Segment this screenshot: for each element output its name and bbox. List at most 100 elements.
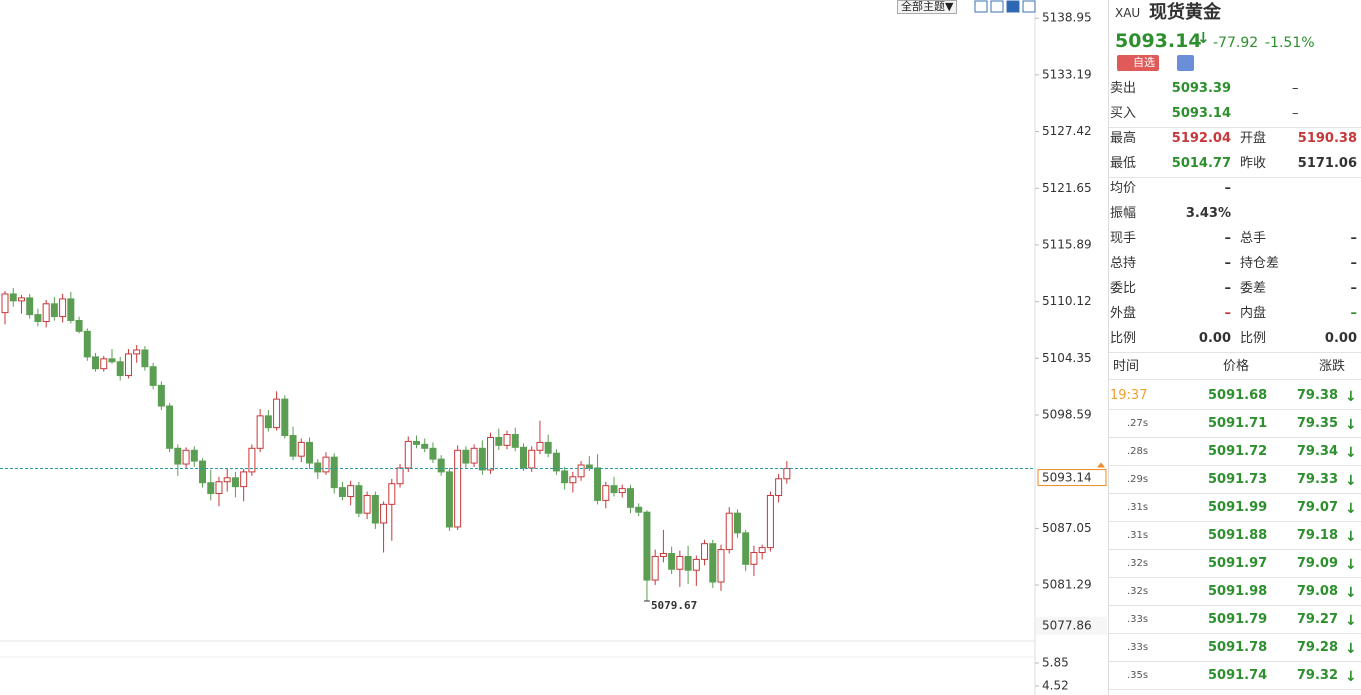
field-value: 5093.14 xyxy=(1171,106,1231,121)
separator xyxy=(1109,177,1361,178)
trade-price: 5091.97 xyxy=(1208,556,1268,571)
trade-price: 5091.79 xyxy=(1208,612,1268,627)
candle-body xyxy=(651,555,659,581)
theme-button[interactable]: 全部主题▼ xyxy=(897,0,958,14)
candle-body xyxy=(149,366,157,386)
alert-button[interactable] xyxy=(1177,55,1194,71)
trade-time: .32s xyxy=(1127,558,1149,569)
current-price-arrow xyxy=(1097,462,1105,468)
last-price: 5093.14 xyxy=(1115,30,1202,52)
down-arrow-icon: ↓ xyxy=(1345,585,1357,601)
field-label: 比例 xyxy=(1240,331,1267,346)
candle-body xyxy=(306,441,314,464)
candle-body xyxy=(602,485,610,501)
candle-body xyxy=(536,441,544,451)
candle-body xyxy=(108,358,116,363)
separator xyxy=(1109,633,1361,634)
current-price-box xyxy=(1037,469,1107,487)
separator xyxy=(1109,127,1361,128)
candle-body xyxy=(470,447,478,464)
separator xyxy=(1109,409,1361,410)
candle-body xyxy=(92,356,100,370)
candle-body xyxy=(322,456,330,473)
candle-body xyxy=(371,494,379,524)
change: -77.92 xyxy=(1213,35,1259,51)
field-value: 0.00 xyxy=(1198,331,1231,346)
y-tick-label: 5081.29 xyxy=(1042,578,1092,592)
watch-button[interactable]: 自选 xyxy=(1117,55,1159,71)
separator xyxy=(1109,605,1361,606)
trade-price: 5091.68 xyxy=(1208,388,1268,403)
column-header: 涨跌 xyxy=(1319,359,1346,374)
marker-label: 5077.86 xyxy=(1042,618,1092,632)
candle-body xyxy=(454,449,462,528)
field-value: 5014.77 xyxy=(1171,156,1231,171)
field-value: 0.00 xyxy=(1324,331,1357,346)
candle-body xyxy=(42,303,50,322)
candle-body xyxy=(643,511,651,581)
separator xyxy=(1109,379,1361,380)
y-tick-label: 5127.42 xyxy=(1042,124,1092,138)
field-value: – xyxy=(1350,231,1358,246)
y-tick-label: 5121.65 xyxy=(1042,181,1092,195)
candle-body xyxy=(659,553,667,557)
separator xyxy=(1109,437,1361,438)
candle-body xyxy=(182,449,190,465)
candle-body xyxy=(215,481,223,495)
y-tick-label: 5138.95 xyxy=(1042,11,1092,25)
candle-body xyxy=(618,488,626,494)
trade-change: 79.35 xyxy=(1296,416,1338,431)
candle-body xyxy=(775,478,783,496)
candle-body xyxy=(141,349,149,368)
separator xyxy=(1109,549,1361,550)
candle-body xyxy=(626,488,634,508)
trade-price: 5091.88 xyxy=(1208,528,1268,543)
trade-change: 79.28 xyxy=(1296,640,1338,655)
candle-body xyxy=(511,434,519,448)
symbol: XAU xyxy=(1115,6,1141,20)
y-tick-label: 5110.12 xyxy=(1042,294,1092,308)
field-label: 最低 xyxy=(1110,156,1137,171)
separator xyxy=(1109,493,1361,494)
trade-price: 5091.78 xyxy=(1208,640,1268,655)
candle-body xyxy=(363,494,371,514)
candle-body xyxy=(174,447,182,465)
down-arrow-icon: ↓ xyxy=(1345,669,1357,685)
candle-body xyxy=(75,320,83,332)
candle-body xyxy=(67,298,75,321)
toolbar-icons[interactable] xyxy=(974,0,1036,13)
field-value: 5190.38 xyxy=(1297,131,1357,146)
separator xyxy=(1109,661,1361,662)
candle-body xyxy=(124,353,132,377)
trade-price: 5091.73 xyxy=(1208,472,1268,487)
candle-body xyxy=(190,449,198,462)
down-arrow-icon: ↓ xyxy=(1345,529,1357,545)
candle-body xyxy=(487,436,495,471)
field-label: 外盘 xyxy=(1110,306,1137,321)
candle-body xyxy=(594,467,602,501)
candle-body xyxy=(552,452,560,472)
trade-change: 79.07 xyxy=(1296,500,1338,515)
candle-body xyxy=(421,443,429,449)
y-tick-label: 5115.89 xyxy=(1042,237,1092,251)
candle-body xyxy=(26,297,34,316)
candle-body xyxy=(281,398,289,437)
candle-body xyxy=(561,470,569,484)
candle-body xyxy=(717,549,725,583)
down-arrow-icon: ↓ xyxy=(1345,641,1357,657)
y-tick-label: 5098.59 xyxy=(1042,407,1092,421)
candle-body xyxy=(544,441,552,454)
field-value: – xyxy=(1224,181,1232,196)
candle-body xyxy=(733,512,741,534)
candle-body xyxy=(273,398,281,429)
trade-price: 5091.72 xyxy=(1208,444,1268,459)
field-value: – xyxy=(1350,256,1358,271)
candle-body xyxy=(50,303,58,318)
down-arrow-icon: ↓ xyxy=(1345,445,1357,461)
candle-body xyxy=(396,467,404,485)
field-label: 开盘 xyxy=(1240,131,1267,146)
change-percent: -1.51% xyxy=(1265,35,1315,51)
field-label: 比例 xyxy=(1110,331,1137,346)
trade-price: 5091.71 xyxy=(1208,416,1268,431)
candle-body xyxy=(766,494,774,549)
